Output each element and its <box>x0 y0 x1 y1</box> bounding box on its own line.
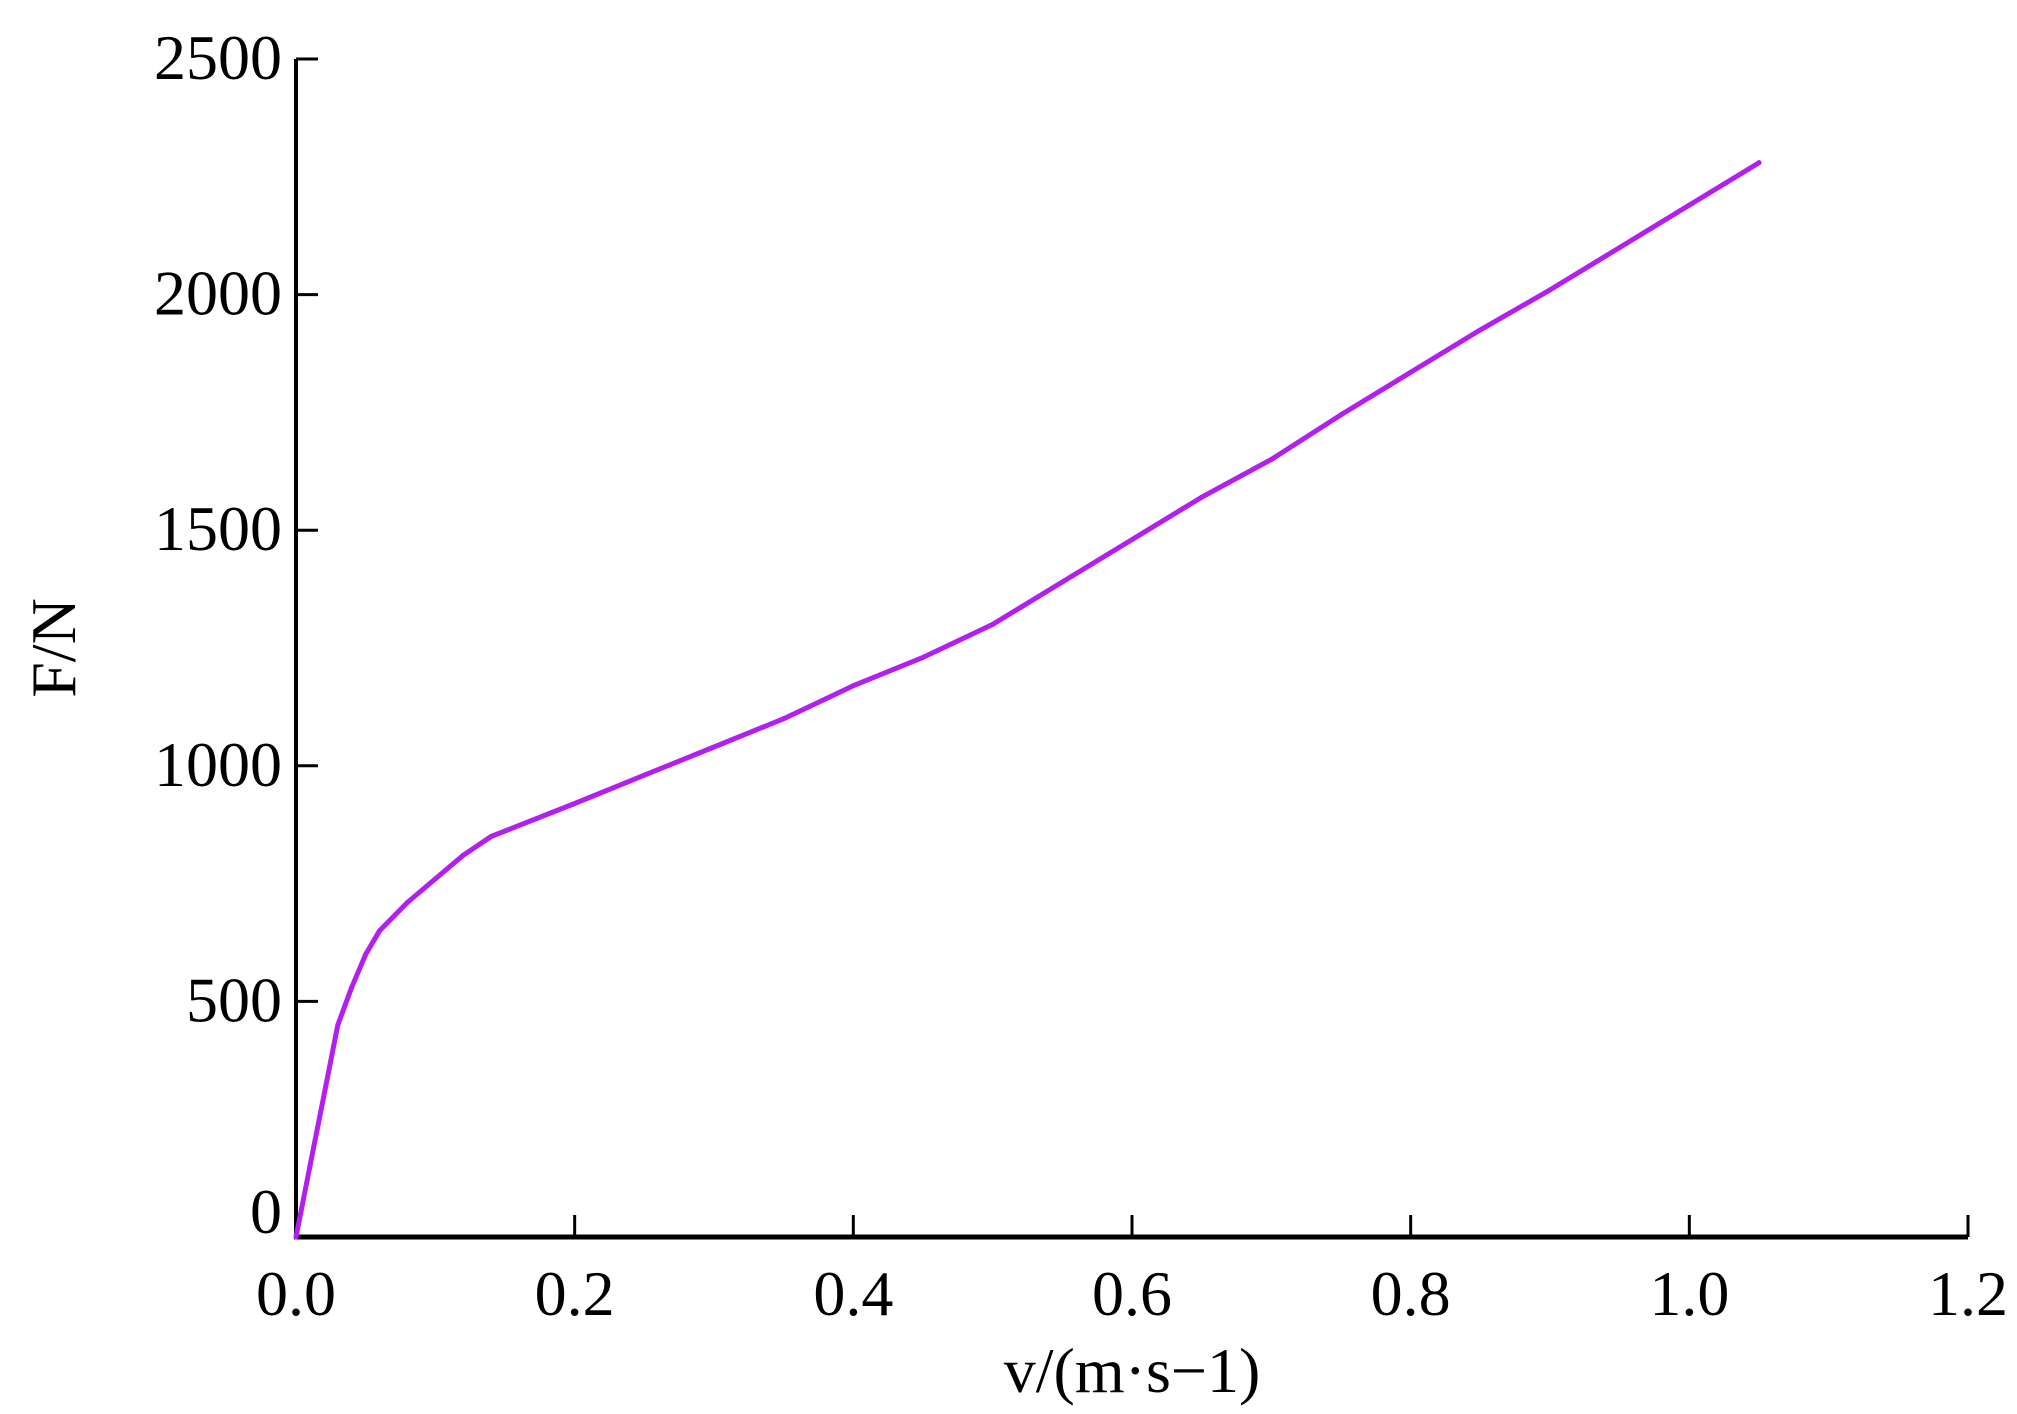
x-tick-label: 0.0 <box>256 1258 336 1329</box>
data-point <box>1686 202 1692 208</box>
data-point <box>711 744 717 750</box>
data-point <box>850 683 856 689</box>
data-point <box>1547 287 1553 293</box>
tick-labels: 0.0 0.2 0.4 0.6 0.8 1.0 1.2 0 500 1000 1500 2000 250… <box>154 22 2008 1329</box>
data-point <box>1756 160 1762 166</box>
x-tick-label: 1.0 <box>1649 1258 1729 1329</box>
data-point <box>572 800 578 806</box>
data-point <box>321 1093 327 1099</box>
x-tick-label: 0.6 <box>1092 1258 1172 1329</box>
series-line <box>293 160 1762 1240</box>
data-point <box>488 833 494 839</box>
data-point <box>363 951 369 957</box>
data-point <box>349 984 355 990</box>
data-point <box>920 654 926 660</box>
data-point <box>990 621 996 627</box>
axes <box>294 57 1970 1240</box>
data-point <box>781 716 787 722</box>
x-tick-label: 1.2 <box>1928 1258 2008 1329</box>
y-tick-label: 1500 <box>154 493 282 564</box>
data-point <box>432 876 438 882</box>
data-point <box>1129 537 1135 543</box>
x-tick-label: 0.8 <box>1371 1258 1451 1329</box>
data-point <box>1617 244 1623 250</box>
data-point <box>335 1022 341 1028</box>
data-point <box>1059 579 1065 585</box>
data-point <box>404 899 410 905</box>
data-point <box>377 928 383 934</box>
y-tick-label: 500 <box>186 964 282 1035</box>
y-tick-label: 1000 <box>154 729 282 800</box>
data-point <box>1408 369 1414 375</box>
data-point <box>307 1163 313 1169</box>
y-axis-label: F/N <box>18 598 89 698</box>
data-point <box>460 852 466 858</box>
x-tick-label: 0.4 <box>813 1258 893 1329</box>
x-axis-label: v/(m·s−1) <box>1004 1335 1261 1406</box>
data-point <box>1199 494 1205 500</box>
data-point <box>1338 412 1344 418</box>
data-point <box>293 1234 299 1240</box>
data-point <box>1268 457 1274 463</box>
series-group <box>293 160 1762 1240</box>
y-tick-label: 2500 <box>154 22 282 93</box>
y-tick-label: 2000 <box>154 258 282 329</box>
y-tick-label: 0 <box>250 1176 282 1247</box>
data-point <box>641 772 647 778</box>
data-point <box>1477 327 1483 333</box>
x-tick-label: 0.2 <box>535 1258 615 1329</box>
